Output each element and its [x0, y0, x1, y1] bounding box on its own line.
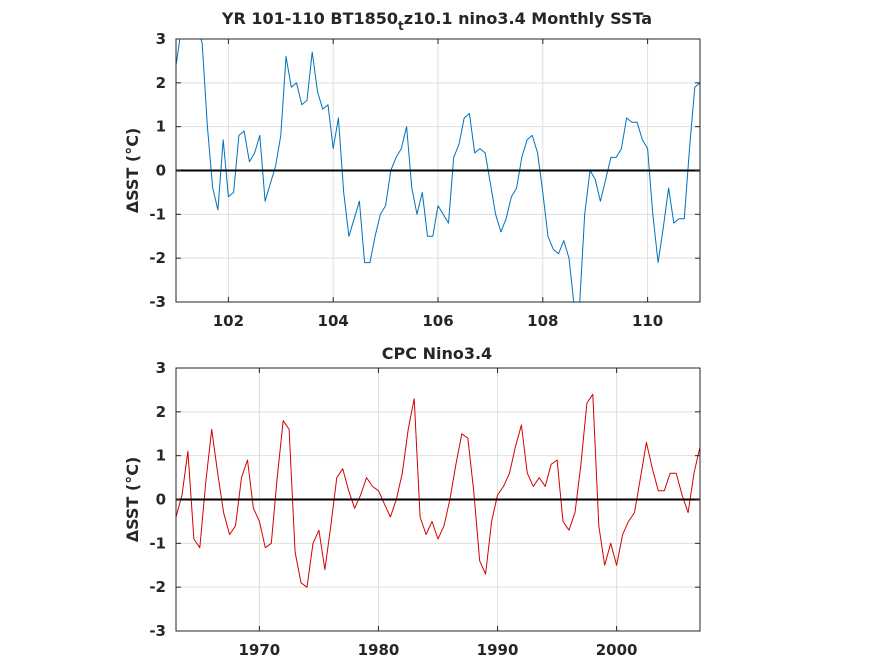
top-title-subscript: t	[398, 19, 404, 33]
bottom-y-tick-label: 2	[156, 403, 166, 421]
bottom-y-tick-label: -3	[149, 622, 166, 640]
top-y-tick-label: 1	[156, 118, 166, 136]
top-x-tick-label: 104	[318, 312, 349, 330]
top-y-tick-label: 3	[156, 30, 166, 48]
top-y-tick-label: 0	[156, 162, 166, 180]
bottom-x-tick-label: 1980	[358, 641, 400, 656]
top-chart-title: YR 101-110 BT1850tz10.1 nino3.4 Monthly …	[221, 9, 652, 33]
top-x-tick-label: 110	[632, 312, 663, 330]
top-y-axis-label: ΔSST (°C)	[123, 128, 142, 214]
top-title-suffix: z10.1 nino3.4 Monthly SSTa	[404, 9, 652, 28]
bottom-x-tick-label: 2000	[596, 641, 638, 656]
bottom-y-tick-label: -1	[149, 534, 166, 552]
bottom-y-tick-label: 1	[156, 447, 166, 465]
top-y-tick-label: 2	[156, 74, 166, 92]
top-x-tick-label: 102	[213, 312, 244, 330]
top-x-tick-label: 108	[527, 312, 558, 330]
top-series-line	[176, 39, 700, 302]
top-title-main: YR 101-110 BT1850	[221, 9, 398, 28]
bottom-y-axis-label: ΔSST (°C)	[123, 457, 142, 543]
bottom-y-tick-label: 0	[156, 491, 166, 509]
top-chart-panel: YR 101-110 BT1850tz10.1 nino3.4 Monthly …	[123, 9, 701, 330]
bottom-chart-panel: CPC Nino3.4 1970 1980 1990 2000 -3 -2 -1 0 1 2 3 ΔS…	[123, 344, 701, 656]
bottom-chart-title: CPC Nino3.4	[382, 344, 492, 363]
bottom-x-tick-label: 1990	[477, 641, 519, 656]
bottom-y-tick-label: 3	[156, 359, 166, 377]
bottom-series-line	[176, 393, 700, 588]
top-y-tick-label: -3	[149, 293, 166, 311]
top-x-tick-label: 106	[422, 312, 453, 330]
top-y-tick-label: -1	[149, 205, 166, 223]
bottom-x-tick-label: 1970	[238, 641, 280, 656]
bottom-y-tick-label: -2	[149, 578, 166, 596]
top-y-tick-label: -2	[149, 249, 166, 267]
